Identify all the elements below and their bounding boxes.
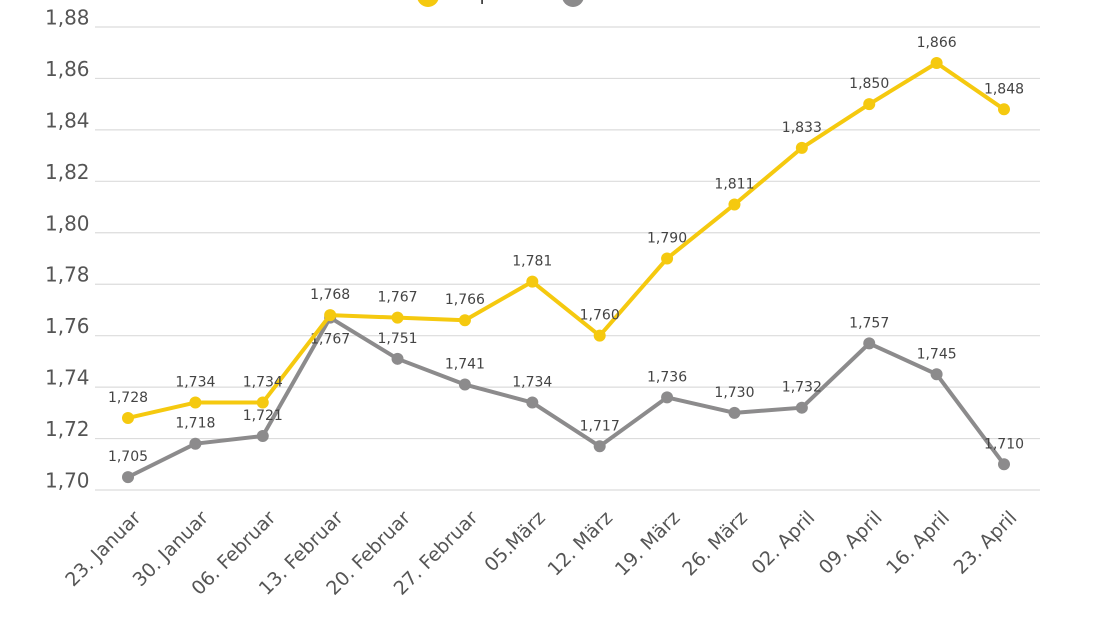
value-label: 1,705 [108, 449, 148, 465]
y-tick-label: 1,84 [45, 108, 90, 132]
value-label: 1,866 [917, 35, 957, 51]
point [728, 406, 741, 419]
series-line [127, 61, 1006, 420]
value-label: 1,781 [512, 254, 552, 270]
point [256, 429, 269, 442]
x-tick-label: 19. März [611, 507, 685, 581]
value-label: 1,734 [243, 375, 283, 391]
value-label: 1,760 [580, 308, 620, 324]
x-tick-label: 23. April [950, 507, 1022, 579]
legend-label: Super E10 [454, 0, 557, 5]
y-tick-label: 1,82 [45, 160, 90, 184]
point [391, 311, 404, 324]
value-label: 1,850 [849, 76, 889, 92]
point [930, 368, 943, 381]
value-label: 1,751 [377, 331, 417, 347]
point [998, 103, 1010, 116]
point [930, 57, 943, 70]
x-tick-label: 02. April [747, 507, 819, 579]
value-label: 1,736 [647, 369, 687, 385]
x-tick-label: 26. März [678, 507, 752, 581]
value-label: 1,768 [310, 287, 350, 303]
value-label: 1,718 [175, 416, 215, 432]
point [122, 471, 134, 484]
point [795, 401, 808, 414]
y-tick-label: 1,70 [45, 469, 90, 493]
point [458, 314, 471, 327]
point [795, 141, 808, 154]
y-tick-label: 1,74 [45, 366, 90, 390]
point [189, 396, 202, 409]
value-label: 1,767 [377, 290, 417, 306]
y-tick-label: 1,78 [45, 263, 90, 287]
value-label: 1,767 [310, 332, 350, 348]
value-label: 1,732 [782, 380, 822, 396]
value-label: 1,848 [984, 81, 1024, 97]
point [458, 378, 471, 391]
legend-marker [562, 0, 584, 7]
value-label: 1,741 [445, 357, 485, 373]
point [526, 396, 539, 409]
point [324, 309, 337, 322]
value-label: 1,757 [849, 315, 889, 331]
legend-label: Diesel [599, 0, 661, 5]
point [661, 391, 674, 404]
point [593, 440, 606, 453]
y-tick-label: 1,88 [45, 6, 90, 30]
point [998, 458, 1010, 471]
series-line [127, 315, 1006, 479]
value-label: 1,721 [243, 408, 283, 424]
value-label: 1,717 [580, 418, 620, 434]
value-label: 1,745 [917, 346, 957, 362]
point [189, 437, 202, 450]
x-tick-label: 05.März [480, 507, 549, 576]
value-label: 1,730 [714, 385, 754, 401]
value-label: 1,734 [175, 375, 215, 391]
point [863, 337, 876, 350]
value-label: 1,710 [984, 436, 1024, 452]
x-tick-label: 12. März [544, 507, 618, 581]
point [863, 98, 876, 111]
y-tick-label: 1,80 [45, 211, 90, 235]
point [391, 352, 404, 365]
legend-marker [417, 0, 439, 7]
value-label: 1,811 [714, 176, 754, 192]
x-tick-label: 16. April [882, 507, 954, 579]
value-label: 1,766 [445, 292, 485, 308]
value-label: 1,734 [512, 375, 552, 391]
y-tick-label: 1,86 [45, 57, 90, 81]
point [593, 329, 606, 342]
point [526, 275, 539, 288]
y-tick-label: 1,76 [45, 314, 90, 338]
value-label: 1,790 [647, 231, 687, 247]
point [728, 198, 741, 211]
point [256, 396, 269, 409]
point [122, 411, 134, 424]
point [661, 252, 674, 265]
value-label: 1,728 [108, 390, 148, 406]
x-tick-label: 09. April [815, 507, 887, 579]
value-label: 1,833 [782, 120, 822, 136]
y-tick-label: 1,72 [45, 417, 90, 441]
